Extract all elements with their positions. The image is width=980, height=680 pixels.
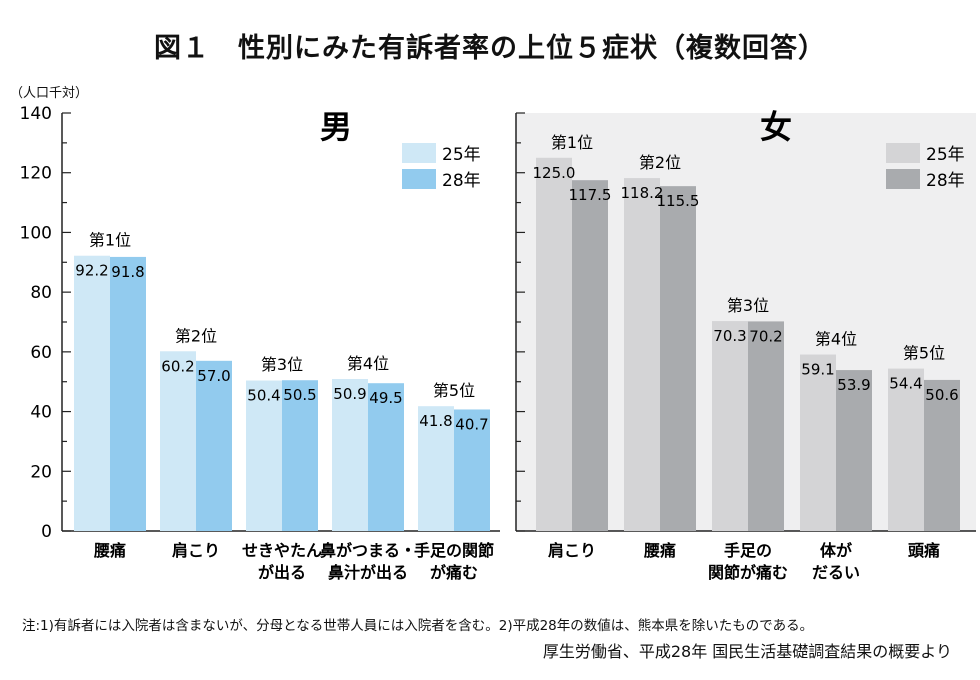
female-bar-28 <box>572 180 608 531</box>
female-category-label: 頭痛 <box>908 541 940 560</box>
female-data-label-25: 125.0 <box>533 164 576 182</box>
male-category-label: 肩こり <box>172 541 220 560</box>
male-data-label-28: 49.5 <box>369 389 402 407</box>
male-data-label-28: 40.7 <box>455 415 488 433</box>
male-y-tick-label: 80 <box>30 283 52 303</box>
female-data-label-25: 59.1 <box>801 361 834 379</box>
female-panel-title: 女 <box>760 108 792 146</box>
female-bar-25 <box>536 157 572 532</box>
male-category-label: 鼻がつまる・ <box>320 541 416 560</box>
male-data-label-25: 41.8 <box>419 412 452 430</box>
female-data-label-25: 118.2 <box>621 184 664 202</box>
male-y-tick-label: 40 <box>30 403 52 423</box>
male-data-label-25: 50.9 <box>333 385 366 403</box>
male-data-label-28: 50.5 <box>283 386 316 404</box>
male-category-label: 手足の関節 <box>414 541 494 560</box>
female-data-label-28: 53.9 <box>837 376 870 394</box>
female-data-label-25: 54.4 <box>889 375 922 393</box>
male-bar-25 <box>74 255 110 531</box>
male-legend-label: 28年 <box>442 171 481 191</box>
female-data-label-28: 117.5 <box>569 186 612 204</box>
female-legend-swatch-25 <box>886 143 920 163</box>
female-bar-25 <box>712 321 748 531</box>
male-rank-label: 第1位 <box>89 231 131 250</box>
male-legend-swatch-28 <box>402 169 436 189</box>
male-rank-label: 第4位 <box>347 354 389 373</box>
male-bar-28 <box>110 256 146 531</box>
male-data-label-25: 60.2 <box>161 357 194 375</box>
female-legend-label: 28年 <box>926 171 965 191</box>
male-bar-25 <box>246 380 282 531</box>
male-data-label-25: 92.2 <box>75 262 108 280</box>
female-bar-28 <box>836 370 872 531</box>
male-bar-25 <box>418 406 454 531</box>
source-credit: 厚生労働省、平成28年 国民生活基礎調査結果の概要より <box>542 642 952 661</box>
female-category-label: 体が <box>820 541 852 560</box>
female-bar-25 <box>624 178 660 532</box>
male-bar-28 <box>454 409 490 531</box>
male-category-label: 腰痛 <box>94 541 126 560</box>
male-legend-label: 25年 <box>442 145 481 165</box>
figure-title: 図１ 性別にみた有訴者率の上位５症状（複数回答） <box>154 33 826 64</box>
male-category-label: が出る <box>258 563 306 582</box>
female-data-label-28: 50.6 <box>925 386 958 404</box>
male-category-label: 鼻汁が出る <box>328 563 408 582</box>
male-data-label-28: 91.8 <box>111 263 144 281</box>
male-y-tick-label: 120 <box>20 164 52 184</box>
male-bar-28 <box>282 380 318 531</box>
male-bar-25 <box>332 379 368 531</box>
female-bar-25 <box>888 368 924 531</box>
male-y-tick-label: 140 <box>20 104 52 124</box>
female-rank-label: 第5位 <box>903 344 945 363</box>
male-panel-title: 男 <box>320 108 352 146</box>
male-y-tick-label: 100 <box>20 223 52 243</box>
female-category-label: だるい <box>812 563 860 582</box>
female-bar-28 <box>924 379 960 531</box>
female-bar-28 <box>748 321 784 531</box>
female-rank-label: 第1位 <box>551 133 593 152</box>
male-category-label: せきやたん <box>242 541 322 560</box>
male-legend-swatch-25 <box>402 143 436 163</box>
female-rank-label: 第4位 <box>815 330 857 349</box>
female-category-label: 手足の <box>724 541 772 560</box>
male-data-label-25: 50.4 <box>247 387 280 405</box>
male-y-tick-label: 0 <box>41 522 52 542</box>
male-rank-label: 第5位 <box>433 381 475 400</box>
female-data-label-28: 70.2 <box>749 327 782 345</box>
male-y-tick-label: 60 <box>30 343 52 363</box>
male-category-label: が痛む <box>430 563 478 582</box>
female-category-label: 腰痛 <box>644 541 676 560</box>
female-legend-swatch-28 <box>886 169 920 189</box>
female-data-label-28: 115.5 <box>657 192 700 210</box>
male-bar-28 <box>368 383 404 531</box>
male-bar-25 <box>160 351 196 531</box>
male-rank-label: 第3位 <box>261 355 303 374</box>
female-data-label-25: 70.3 <box>713 327 746 345</box>
male-rank-label: 第2位 <box>175 326 217 345</box>
female-rank-label: 第3位 <box>727 296 769 315</box>
female-bar-28 <box>660 186 696 531</box>
female-category-label: 肩こり <box>548 541 596 560</box>
footnote: 注:1)有訴者には入院者は含まないが、分母となる世帯人員には入院者を含む。2)平… <box>22 618 814 634</box>
female-rank-label: 第2位 <box>639 153 681 172</box>
male-y-tick-label: 20 <box>30 462 52 482</box>
male-bar-28 <box>196 360 232 531</box>
female-bar-25 <box>800 354 836 531</box>
female-legend-label: 25年 <box>926 145 965 165</box>
female-category-label: 関節が痛む <box>708 563 788 582</box>
male-data-label-28: 57.0 <box>197 367 230 385</box>
unit-label: （人口千対） <box>10 86 89 101</box>
